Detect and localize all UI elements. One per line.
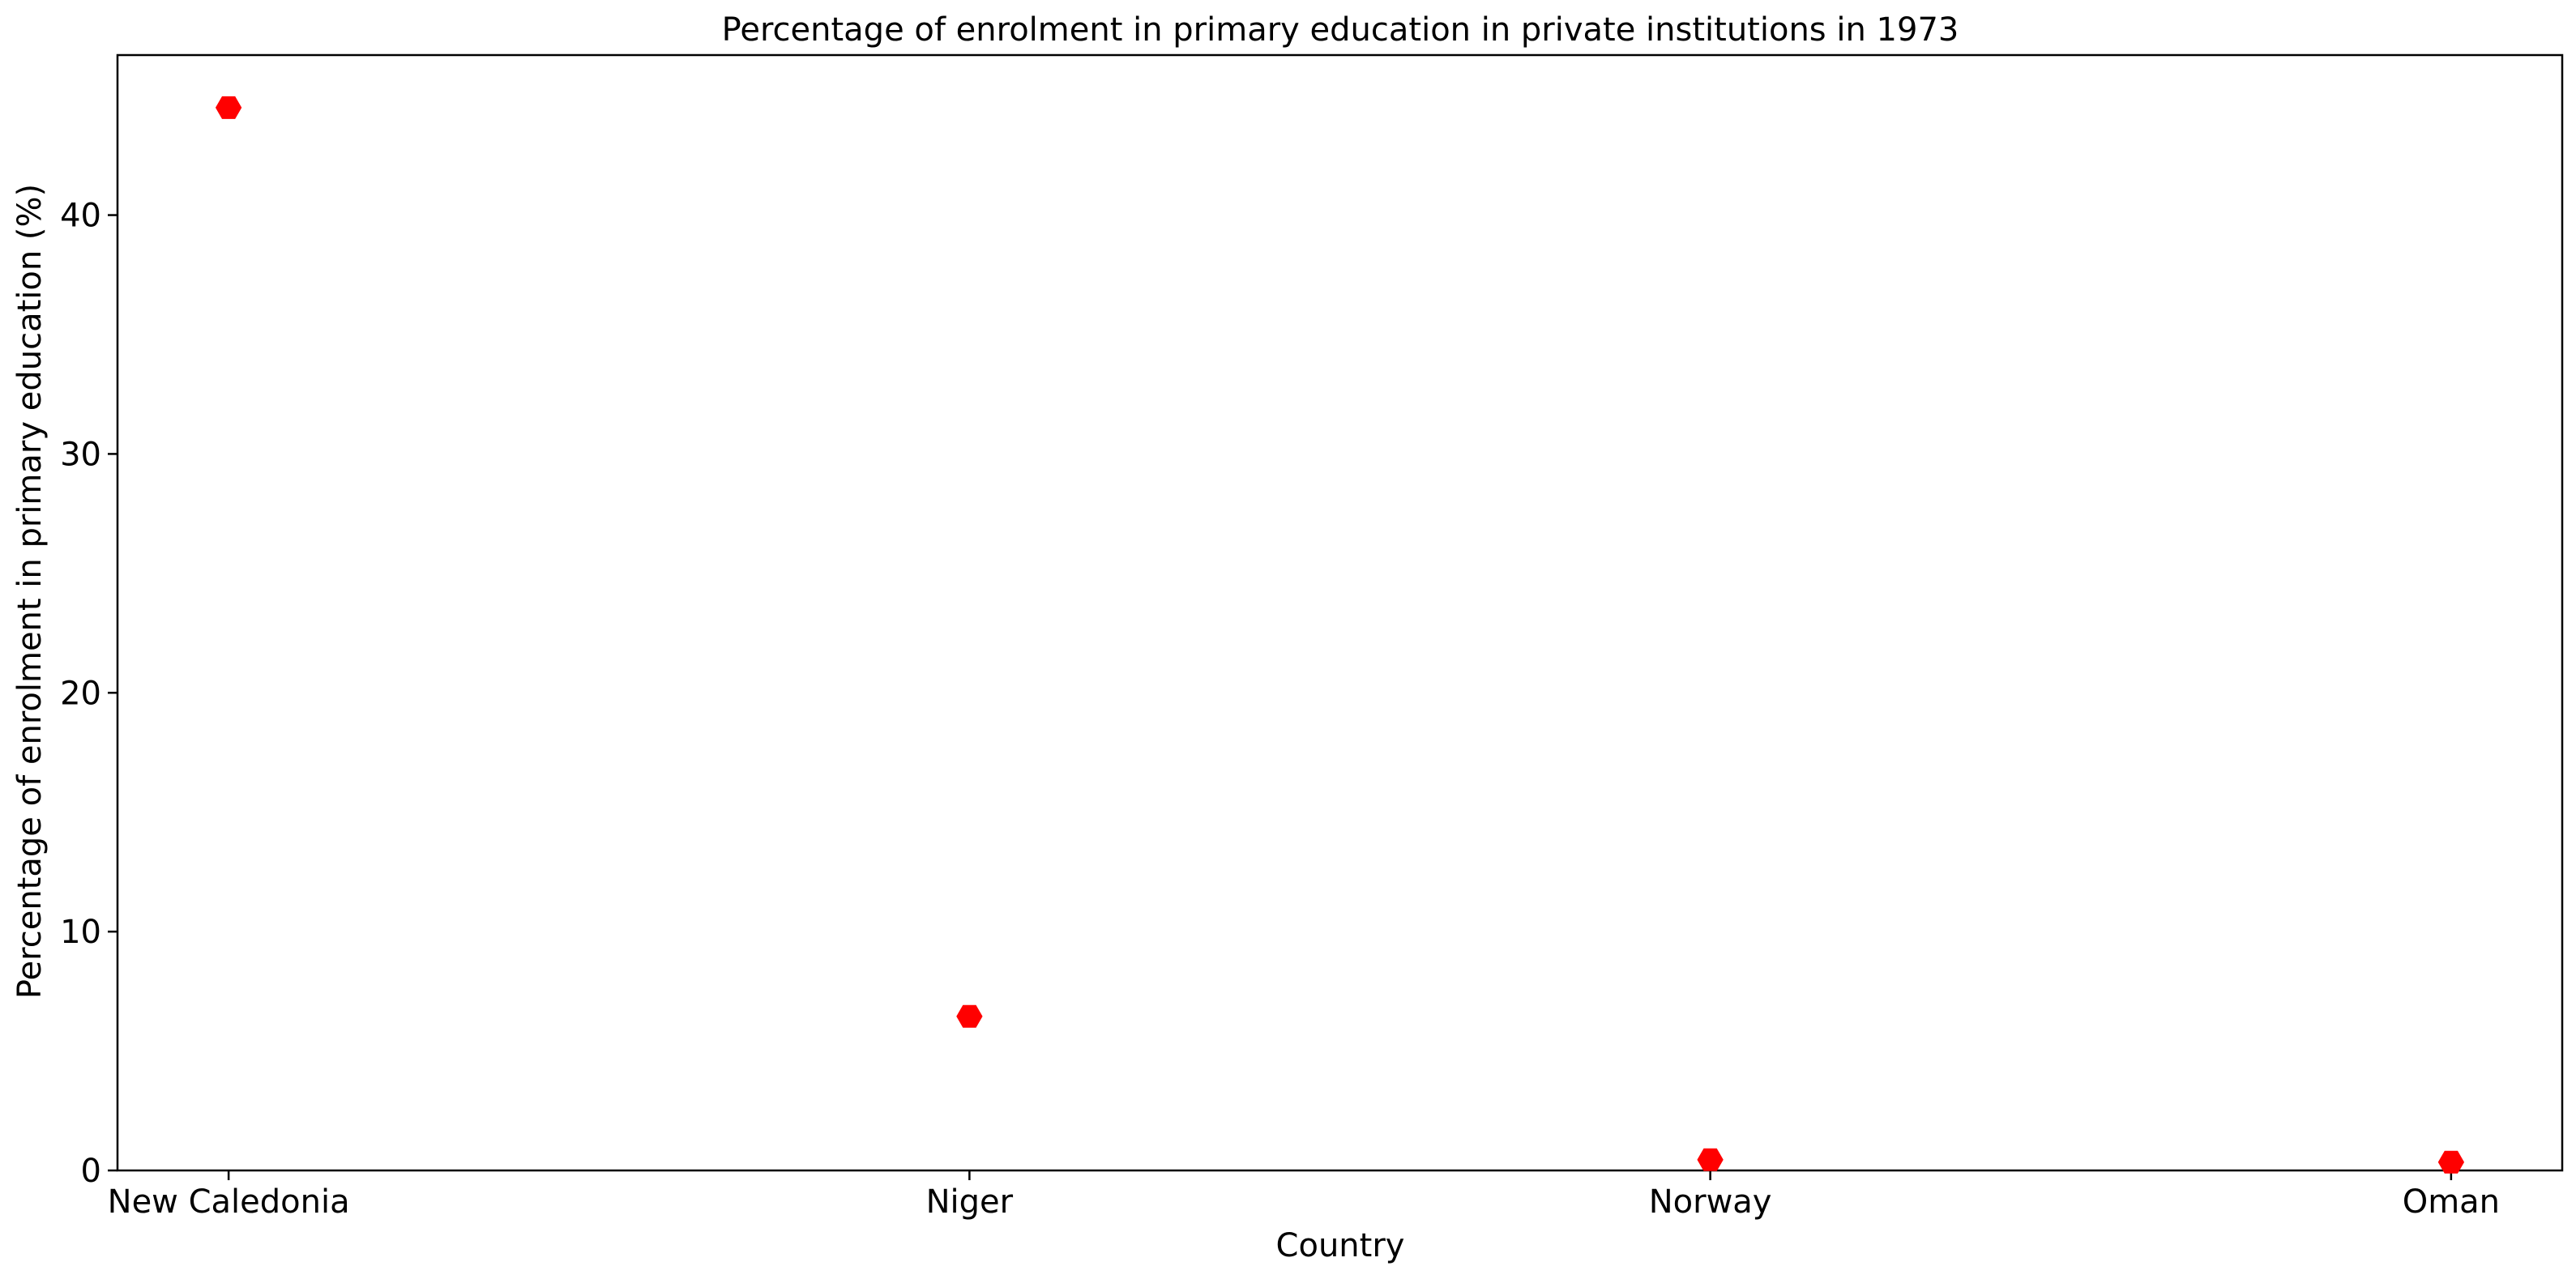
- x-tick-label: Oman: [2403, 1183, 2500, 1221]
- y-axis-label: Percentage of enrolment in primary educa…: [11, 184, 49, 999]
- data-point: [2437, 1150, 2465, 1174]
- x-tick-label: Norway: [1649, 1183, 1772, 1221]
- y-tick-label: 40: [60, 198, 101, 235]
- x-tick-label: New Caledonia: [108, 1183, 350, 1221]
- y-tick-label: 10: [60, 914, 101, 951]
- x-axis-label: Country: [1276, 1227, 1405, 1264]
- chart-title: Percentage of enrolment in primary educa…: [722, 11, 1959, 49]
- x-tick-label: Niger: [926, 1183, 1014, 1221]
- data-point: [1697, 1148, 1724, 1171]
- data-point: [956, 1004, 983, 1028]
- y-tick-label: 20: [60, 675, 101, 712]
- y-tick-label: 0: [81, 1153, 101, 1190]
- plot-area: 0 10 20 30 40 New Caledonia Niger Norway Oman: [60, 53, 2564, 1221]
- y-tick-label: 30: [60, 436, 101, 473]
- data-point: [215, 96, 242, 119]
- plot-frame: [116, 53, 2564, 1172]
